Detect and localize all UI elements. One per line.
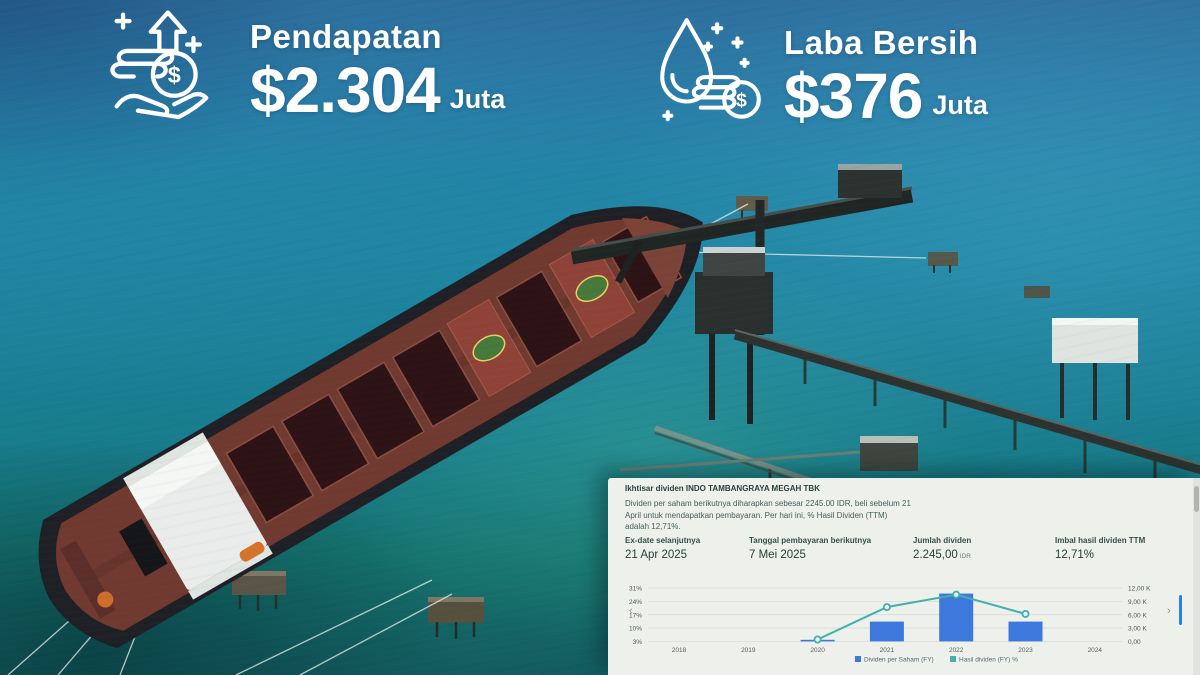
- net-income-stat: $ Laba Bersih $376 Juta: [648, 10, 988, 137]
- right-axis-tick: 6,00 K: [1128, 612, 1147, 619]
- left-axis-tick: 24%: [629, 599, 642, 606]
- legend-item[interactable]: Hasil dividen (FY) %: [959, 657, 1018, 664]
- stat-label: Imbal hasil dividen TTM: [1055, 536, 1146, 545]
- stat-ex-date: Ex-date selanjutnya 21 Apr 2025: [625, 536, 700, 561]
- yield-marker: [1021, 609, 1030, 618]
- chart-prev-button[interactable]: ‹: [629, 605, 633, 617]
- chart-wrap: 31% 12,00 K 24% 9,00 K 17% 6,00 K 10% 3,00 K 3% 0…: [608, 578, 1200, 675]
- stat-dividend-yield: Imbal hasil dividen TTM 12,71%: [1055, 536, 1145, 561]
- hatch-covers: [446, 238, 636, 398]
- panel-scrollbar: [1193, 478, 1200, 675]
- stern-crane: [97, 591, 114, 608]
- cargo-holds: [225, 215, 683, 524]
- conveyor-trestle: [733, 329, 1200, 495]
- revenue-unit: Juta: [449, 84, 506, 114]
- dividend-panel: Ikhtisar dividen INDO TAMBANGRAYA MEGAH …: [608, 478, 1200, 675]
- revenue-value: $2.304: [250, 54, 441, 126]
- water-drop-coins-icon: $: [648, 10, 770, 137]
- x-axis-label: 2020: [810, 647, 825, 654]
- right-axis-tick: 3,00 K: [1128, 626, 1147, 633]
- blue-scroll-indicator: [1179, 595, 1182, 625]
- currency-suffix: IDR: [959, 553, 971, 560]
- right-axis-tick: 0,00: [1128, 639, 1141, 646]
- cargo-ship: [38, 206, 703, 649]
- yield-marker: [952, 590, 961, 599]
- x-axis-label: 2021: [880, 647, 895, 654]
- left-axis-tick: 10%: [629, 626, 642, 633]
- dividend-bar: [869, 621, 904, 642]
- x-axis-label: 2024: [1088, 647, 1103, 654]
- funnel: [119, 518, 168, 577]
- x-axis-label: 2018: [672, 647, 687, 654]
- net-income-value: $376: [784, 60, 923, 132]
- loader-tower: [695, 247, 773, 424]
- revenue-label: Pendapatan: [250, 18, 443, 55]
- panel-description: Dividen per saham berikutnya diharapkan …: [625, 499, 911, 532]
- net-income-unit: Juta: [932, 90, 988, 120]
- svg-text:$: $: [736, 91, 747, 112]
- mooring-dolphin: [928, 252, 958, 273]
- dividend-chart: 31% 12,00 K 24% 9,00 K 17% 6,00 K 10% 3,00 K 3% 0…: [629, 586, 1151, 664]
- mooring-lines: [7, 203, 927, 675]
- stat-value: 12,71%: [1055, 549, 1095, 561]
- yield-marker: [882, 603, 891, 612]
- yield-line: [816, 593, 1027, 641]
- stat-payment-date: Tanggal pembayaran berikutnya 7 Mei 2025: [749, 536, 871, 561]
- mooring-dolphin: [428, 597, 484, 639]
- x-axis-label: 2022: [949, 647, 964, 654]
- mooring-dolphin: [1024, 286, 1050, 298]
- stat-label: Tanggal pembayaran berikutnya: [749, 536, 872, 545]
- x-axis-label: 2019: [741, 647, 756, 654]
- stat-value: 21 Apr 2025: [625, 549, 688, 561]
- left-axis-tick: 3%: [633, 639, 643, 646]
- yield-marker: [813, 635, 822, 644]
- stat-dividend-amount: Jumlah dividen 2.245,00 IDR: [913, 536, 971, 561]
- legend-item[interactable]: Dividen per Saham (FY): [864, 657, 934, 664]
- stat-value: 7 Mei 2025: [749, 549, 806, 561]
- panel-title: Ikhtisar dividen INDO TAMBANGRAYA MEGAH …: [625, 484, 820, 493]
- right-axis-tick: 12,00 K: [1128, 586, 1151, 593]
- dividend-bar: [1008, 621, 1043, 642]
- mooring-dolphin: [232, 571, 286, 611]
- x-axis-label: 2023: [1018, 647, 1033, 654]
- net-income-label: Laba Bersih: [784, 24, 979, 61]
- work-barge: [860, 436, 918, 471]
- coins-in-hand-growth-icon: $: [106, 4, 234, 137]
- control-room: [1052, 318, 1138, 420]
- svg-text:$: $: [168, 62, 181, 88]
- chart-next-button[interactable]: ›: [1167, 605, 1171, 617]
- left-axis-tick: 31%: [629, 586, 642, 593]
- legend-swatch[interactable]: [950, 656, 956, 662]
- ship-superstructure: [119, 432, 273, 600]
- left-axis-tick: 17%: [629, 612, 642, 619]
- legend-swatch[interactable]: [855, 656, 861, 662]
- stat-label: Jumlah dividen: [913, 536, 972, 545]
- right-axis-tick: 9,00 K: [1128, 599, 1147, 606]
- revenue-stat: $ Pendapatan $2.304 Juta: [106, 4, 505, 137]
- stat-value: 2.245,00 IDR: [913, 549, 971, 561]
- scrollbar-thumb[interactable]: [1194, 486, 1199, 512]
- stat-label: Ex-date selanjutnya: [625, 536, 701, 545]
- dividend-bar: [939, 593, 974, 642]
